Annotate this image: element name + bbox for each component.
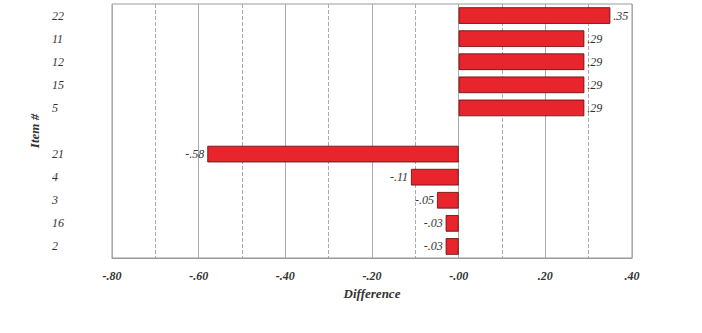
svg-text:.35: .35 <box>613 9 628 23</box>
svg-text:-.80: -.80 <box>103 269 122 283</box>
svg-text:16: 16 <box>52 216 64 230</box>
svg-text:.29: .29 <box>587 55 602 69</box>
svg-text:.29: .29 <box>587 101 602 115</box>
svg-text:3: 3 <box>51 193 58 207</box>
svg-text:-.03: -.03 <box>424 239 443 253</box>
svg-text:-.60: -.60 <box>189 269 208 283</box>
svg-text:.20: .20 <box>538 269 553 283</box>
svg-text:5: 5 <box>52 101 58 115</box>
svg-text:.40: .40 <box>625 269 640 283</box>
svg-text:.29: .29 <box>587 78 602 92</box>
svg-text:-.03: -.03 <box>424 216 443 230</box>
svg-text:2: 2 <box>52 239 58 253</box>
svg-text:21: 21 <box>52 147 64 161</box>
svg-text:-.58: -.58 <box>185 147 204 161</box>
svg-text:-.40: -.40 <box>276 269 295 283</box>
svg-text:11: 11 <box>52 32 63 46</box>
svg-text:22: 22 <box>52 9 64 23</box>
svg-text:4: 4 <box>52 170 58 184</box>
svg-text:.29: .29 <box>587 32 602 46</box>
svg-text:-.11: -.11 <box>390 170 408 184</box>
svg-text:Difference: Difference <box>343 286 401 301</box>
svg-text:12: 12 <box>52 55 64 69</box>
svg-text:-.05: -.05 <box>415 193 434 207</box>
svg-text:Item #: Item # <box>27 113 42 149</box>
svg-text:15: 15 <box>52 78 64 92</box>
svg-text:-.00: -.00 <box>449 269 468 283</box>
svg-text:-.20: -.20 <box>363 269 382 283</box>
